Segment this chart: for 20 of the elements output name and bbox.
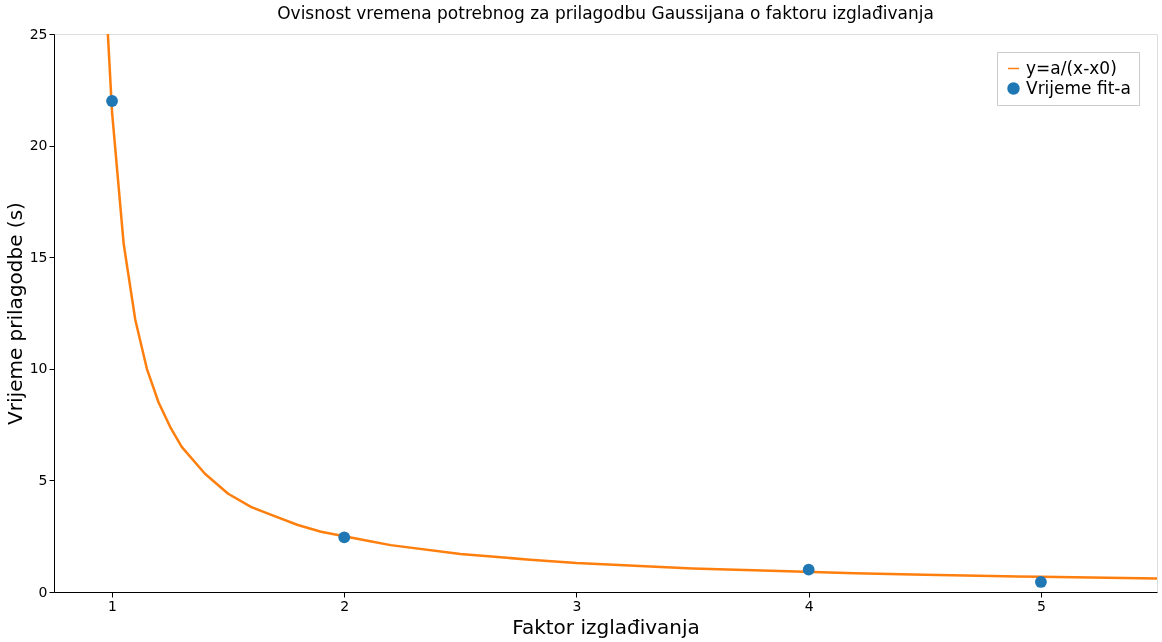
point [1034,576,1047,588]
chart-title: Ovisnost vremena potrebnog za prilagodbu Gaussijana o faktoru izglađivanja [277,3,934,23]
y-tick-label: 5 [38,471,48,488]
y-tick-label: 25 [29,25,48,42]
y-tick-label: 10 [29,360,48,377]
legend-label: y=a/(x-x0) [1026,57,1117,78]
point [106,95,118,107]
x-tick-label: 1 [108,597,118,614]
x-tick-label: 5 [1036,597,1046,614]
x-tick-label: 4 [804,597,814,614]
y-axis-title: Vrijeme prilagodbe (s) [2,202,27,425]
y-tick-label: 15 [29,248,48,265]
x-tick-label: 2 [340,597,350,614]
point [338,531,351,544]
legend-label: Vrijeme fit-a [1026,77,1131,98]
y-tick-label: 0 [38,583,48,600]
x-axis-title: Faktor izglađivanja [512,614,700,639]
x-tick-label: 3 [572,597,582,614]
y-tick-label: 20 [29,137,48,154]
point [802,563,815,576]
